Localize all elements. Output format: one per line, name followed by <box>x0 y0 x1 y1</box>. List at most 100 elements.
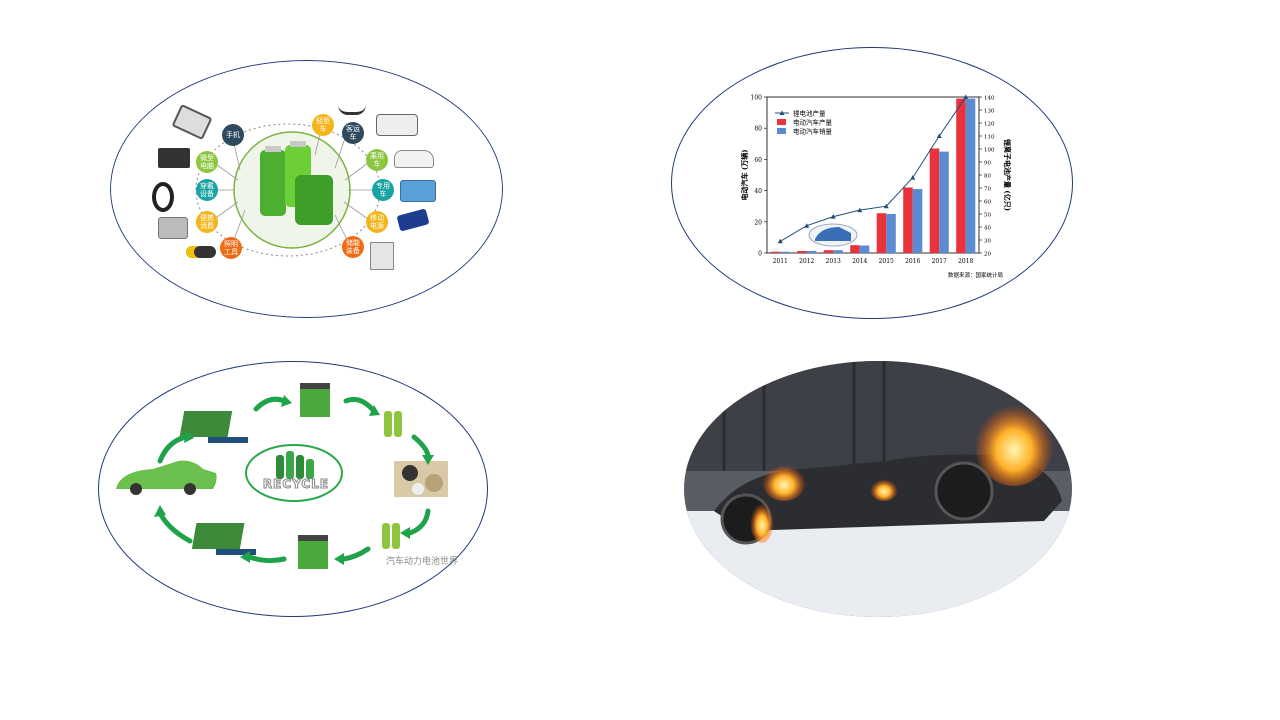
legend-swatch-sales <box>777 128 786 134</box>
recycle-label: RECYCLE <box>262 477 330 492</box>
bar-production <box>903 187 913 253</box>
chart-car-body <box>815 227 851 241</box>
x-tick-label: 2011 <box>773 258 788 265</box>
line-point <box>936 133 942 138</box>
bar-sales <box>886 214 896 253</box>
watermark-text: 汽车动力电池世界 <box>386 557 459 567</box>
battery-pack-bottom-icon <box>191 523 256 555</box>
application-node: 移动 电源 <box>366 211 388 233</box>
line-point <box>963 94 969 99</box>
bicycle-icon <box>338 94 366 115</box>
flashlight-icon <box>186 246 216 258</box>
bar-production <box>929 148 940 253</box>
legend-swatch-production <box>777 119 786 125</box>
line-battery <box>779 96 967 242</box>
chart-panel: 0 20 40 60 80 100 20 30 40 50 60 70 80 90 100 110 120 130… <box>671 47 1073 319</box>
application-node: 手机 <box>222 124 244 146</box>
applications-diagram <box>195 123 381 257</box>
line-point <box>883 203 889 209</box>
car-icon <box>394 150 434 168</box>
fire-photo-panel <box>684 361 1072 617</box>
x-tick-label: 2016 <box>905 258 920 265</box>
flame-wheel <box>750 499 774 543</box>
x-tick-label: 2015 <box>879 258 894 265</box>
legend-line-marker <box>779 110 785 115</box>
ev-battery-chart: 0 20 40 60 80 100 20 30 40 50 60 70 80 90 100 110 120 130… <box>740 94 1012 279</box>
application-node: 穿戴 设备 <box>196 179 218 201</box>
bus-icon <box>376 114 418 136</box>
source-note: 数据来源：国家统计局 <box>948 271 1003 279</box>
application-node: 便携 消费 <box>196 211 218 233</box>
bar-production <box>876 213 887 253</box>
cells-top-icon <box>384 411 402 437</box>
y-axis-label: 电动汽车 (万辆) <box>740 149 749 200</box>
wristband-icon <box>152 182 174 212</box>
y-right-tick-label: 110 <box>984 135 995 141</box>
application-node: 轻型 车 <box>312 114 334 136</box>
y-right-tick-label: 130 <box>984 109 995 115</box>
application-node: 客运 车 <box>342 122 364 144</box>
bar-sales <box>859 245 870 253</box>
recycle-center-ellipse <box>245 444 343 502</box>
camera-icon <box>158 217 188 239</box>
application-node: 微型 电脑 <box>196 151 218 173</box>
y-right-tick-label: 40 <box>984 226 991 232</box>
flame-mid <box>870 477 898 501</box>
x-tick-label: 2014 <box>852 258 867 265</box>
bar-production <box>850 245 860 253</box>
y-right-tick-label: 50 <box>984 213 991 219</box>
y-right-tick-label: 140 <box>984 96 995 102</box>
green-car-icon <box>116 460 217 495</box>
recycle-diagram <box>116 383 448 569</box>
legend-label-sales: 电动汽车销量 <box>793 127 833 136</box>
y-right-tick-label: 20 <box>984 252 991 258</box>
y-right-tick-label: 70 <box>984 187 991 193</box>
y-tick-label: 0 <box>758 251 762 258</box>
recycle-cells-icon <box>276 451 314 479</box>
y-tick-label: 20 <box>754 219 762 226</box>
line-point <box>804 223 810 228</box>
bar-sales <box>912 189 923 253</box>
legend-label-battery: 锂电池产量 <box>793 109 826 118</box>
y-right-tick-label: 100 <box>984 148 995 154</box>
x-tick-label: 2012 <box>799 258 814 265</box>
bar-sales <box>939 151 949 253</box>
application-node: 专用 车 <box>372 179 394 201</box>
bar-production <box>823 250 834 253</box>
flame-left <box>762 461 806 501</box>
raw-materials-icon <box>394 461 448 497</box>
application-node: 照明 工具 <box>220 237 242 259</box>
legend-label-production: 电动汽车产量 <box>793 118 833 127</box>
x-tick-label: 2018 <box>958 258 973 265</box>
y-tick-label: 40 <box>754 188 762 195</box>
battery-module-top-icon <box>300 383 330 417</box>
y-right-tick-label: 90 <box>984 161 991 167</box>
y-tick-label: 60 <box>754 157 762 164</box>
application-node: 乘用 车 <box>366 149 388 171</box>
bar-production <box>956 98 966 253</box>
battery-cells-icon <box>260 141 333 225</box>
application-node: 储能 装备 <box>342 236 364 258</box>
applications-panel: 手机 微型 电脑穿戴 设备便携 消费 照明 工具 轻型 车客运 车乘用 车专用 车移动… <box>110 60 503 318</box>
y-right-tick-label: 60 <box>984 200 991 206</box>
bar-sales <box>965 98 976 253</box>
line-point <box>830 214 836 219</box>
y-tick-label: 100 <box>751 95 763 102</box>
y-right-tick-label: 30 <box>984 239 991 245</box>
line-point <box>777 238 783 244</box>
bar-production <box>770 251 781 253</box>
x-tick-label: 2017 <box>932 258 947 265</box>
bar-sales <box>833 250 843 253</box>
truck-icon <box>400 180 436 202</box>
bar-sales <box>780 251 790 253</box>
rear-wheel <box>934 461 994 521</box>
x-tick-label: 2013 <box>826 258 841 265</box>
battery-pack-top-icon <box>179 411 248 443</box>
bar-production <box>797 250 807 253</box>
line-point <box>857 207 863 213</box>
laptop-icon <box>158 148 190 168</box>
y-right-axis-label: 锂离子电池产量 (亿只) <box>1003 139 1012 211</box>
burning-car-photo <box>684 361 1072 617</box>
battery-module-bottom-icon <box>298 535 328 569</box>
y-right-tick-label: 120 <box>984 122 995 128</box>
